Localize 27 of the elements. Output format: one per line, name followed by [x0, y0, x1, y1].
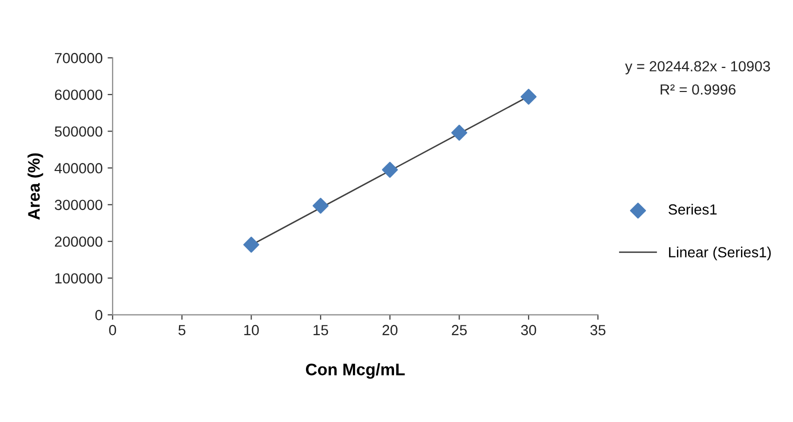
y-tick-label: 300000 [54, 200, 102, 210]
text: R² = 0.9996 [660, 84, 736, 95]
x-tick-label: 25 [452, 324, 467, 336]
y-tick-label: 700000 [54, 52, 102, 64]
point [451, 124, 468, 141]
point [312, 198, 329, 214]
x-tick-label: 20 [382, 324, 398, 336]
point [382, 162, 398, 178]
y-axis-title: Area (%) [28, 153, 44, 220]
point [520, 88, 537, 105]
legend-label: Series1 [668, 204, 717, 215]
y-tick-label: 600000 [54, 90, 102, 100]
y-tick-label: 0 [95, 310, 102, 320]
x-tick-label: 5 [178, 325, 186, 336]
x-tick-label: 15 [314, 325, 328, 336]
y-tick-label: 200000 [54, 236, 102, 247]
y-tick-label: 100000 [55, 273, 102, 284]
x-tick-label: 35 [590, 324, 606, 336]
point [243, 236, 260, 253]
x-tick-label: 10 [244, 324, 259, 336]
x-tick-label: 0 [109, 324, 116, 336]
y-tick-label: 400000 [54, 163, 102, 174]
legend-label: Linear (Series1) [669, 246, 771, 260]
y-tick-label: 500000 [54, 126, 102, 137]
x-tick-label: 30 [521, 324, 536, 336]
text: y = 20244.82x - 10903 [625, 61, 770, 74]
x-axis-title: Con Mcg/mL [306, 363, 405, 379]
